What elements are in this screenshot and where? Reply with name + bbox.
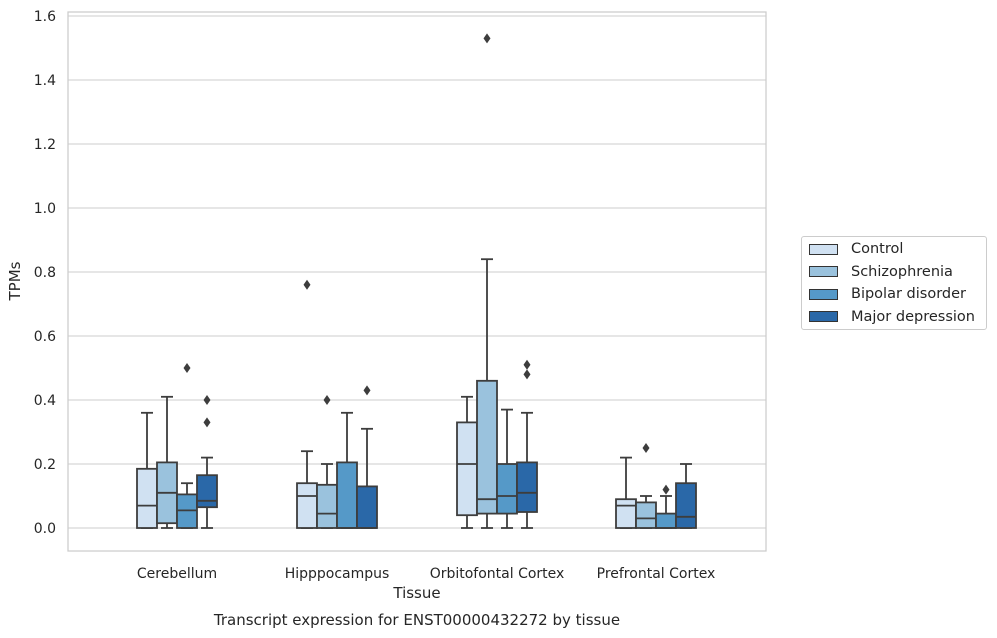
box-iqr <box>316 483 338 529</box>
legend-swatch <box>809 311 838 322</box>
box-iqr <box>496 463 518 515</box>
legend: Control Schizophrenia Bipolar disorder Majo… <box>801 236 987 330</box>
y-tick-label: 1.0 <box>34 201 56 217</box>
y-tick-label: 0.6 <box>34 329 56 345</box>
box-schizophrenia <box>156 395 178 529</box>
box-iqr <box>675 482 697 529</box>
box-iqr <box>296 482 318 529</box>
y-tick-label: 0.4 <box>34 393 56 409</box>
x-tick-label: Prefrontal Cortex <box>597 566 716 582</box>
outlier-marker <box>303 279 311 290</box>
box-iqr <box>516 461 538 513</box>
y-tick-label: 1.6 <box>34 9 56 25</box>
box-major-depression <box>516 359 538 529</box>
y-tick-label: 1.2 <box>34 137 56 153</box>
box-control <box>456 395 478 529</box>
box-major-depression <box>356 385 378 529</box>
x-tick-label: Hipppocampus <box>285 566 390 582</box>
y-tick-label: 0.0 <box>34 521 56 537</box>
outlier-marker <box>203 395 211 405</box>
box-iqr <box>655 512 677 529</box>
box-iqr <box>476 379 498 515</box>
box-schizophrenia <box>316 395 338 529</box>
box-iqr <box>336 461 358 529</box>
box-iqr <box>356 485 378 529</box>
y-tick-label: 0.8 <box>34 265 56 281</box>
legend-item: Major depression <box>809 307 975 327</box>
box-iqr <box>136 467 158 529</box>
box-schizophrenia <box>635 443 657 529</box>
box-iqr <box>615 498 637 529</box>
outlier-marker <box>662 484 670 495</box>
box-schizophrenia <box>476 33 498 529</box>
outlier-marker <box>203 417 211 428</box>
legend-swatch <box>809 243 838 255</box>
legend-label: Control <box>851 241 904 257</box>
y-axis-label: TPMs <box>6 261 24 301</box>
x-tick-labels: Cerebellum Hipppocampus Orbitofontal Corte… <box>137 566 715 582</box>
legend-label: Bipolar disorder <box>851 286 966 302</box>
box-bipolar-disorder <box>496 408 518 529</box>
box-bipolar-disorder <box>336 411 358 529</box>
box-bipolar-disorder <box>655 484 677 529</box>
box-major-depression <box>196 395 218 529</box>
x-axis-label: Tissue <box>392 584 440 602</box>
x-tick-label: Orbitofontal Cortex <box>430 566 565 582</box>
outlier-marker <box>183 363 191 373</box>
outlier-marker <box>642 443 650 453</box>
box-iqr <box>196 474 218 509</box>
box-bipolar-disorder <box>176 363 198 529</box>
chart-title: Transcript expression for ENST0000043227… <box>213 611 620 629</box>
box-iqr <box>456 421 478 517</box>
legend-item: Bipolar disorder <box>809 284 966 304</box>
box-control <box>296 279 318 529</box>
boxes <box>136 33 697 529</box>
gridlines <box>68 15 766 529</box>
outlier-marker <box>363 385 371 396</box>
box-iqr <box>635 501 657 529</box>
legend-swatch <box>809 266 838 277</box>
x-tick-label: Cerebellum <box>137 566 217 582</box>
legend-item: Control <box>809 239 903 259</box>
outlier-marker <box>483 33 491 44</box>
legend-swatch <box>809 288 838 300</box>
legend-label: Major depression <box>851 308 975 325</box>
outlier-marker <box>523 369 531 380</box>
outlier-marker <box>523 359 531 370</box>
outlier-marker <box>323 395 331 405</box>
box-control <box>136 411 158 529</box>
box-major-depression <box>675 463 697 529</box>
plot-area-frame <box>67 11 767 552</box>
y-tick-label: 1.4 <box>34 73 56 89</box>
legend-label: Schizophrenia <box>851 263 953 280</box>
box-control <box>615 456 637 529</box>
y-tick-label: 0.2 <box>34 457 56 473</box>
legend-item: Schizophrenia <box>809 262 953 282</box>
y-tick-labels: 0.0 0.2 0.4 0.6 0.8 1.0 1.2 1.4 1.6 <box>34 9 56 537</box>
